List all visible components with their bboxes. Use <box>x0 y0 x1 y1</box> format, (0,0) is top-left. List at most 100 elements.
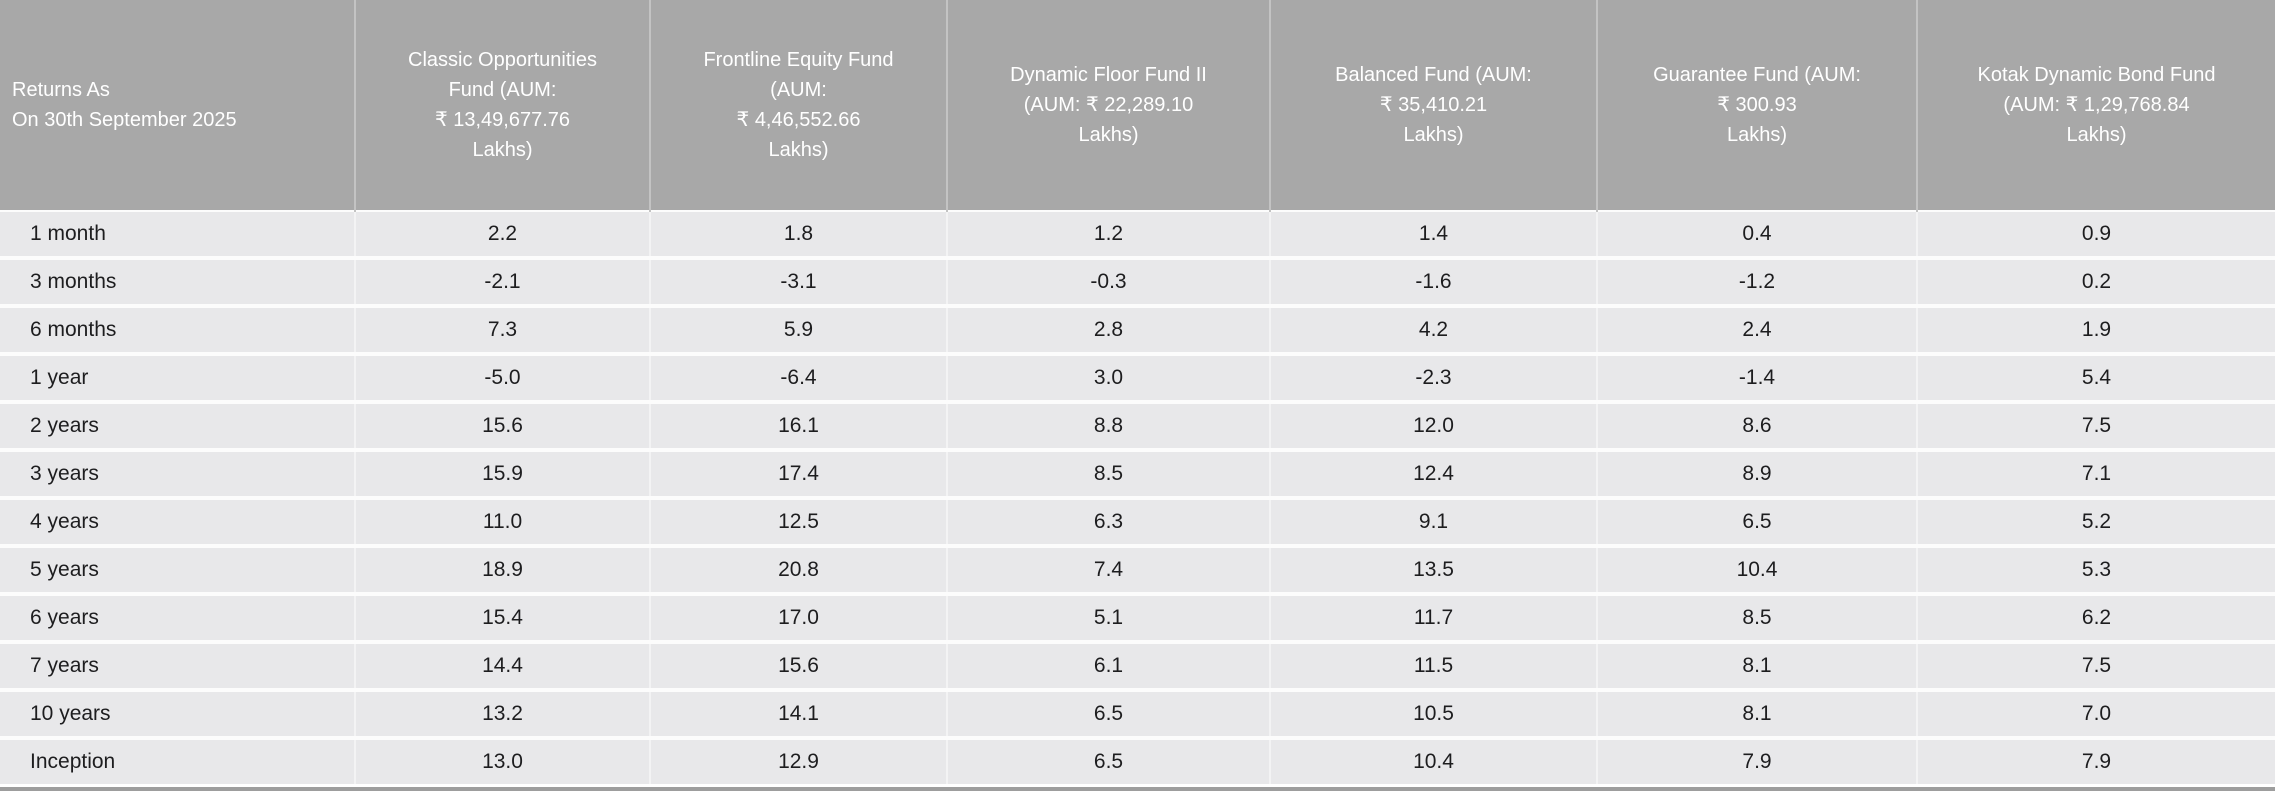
row-period-label: 6 months <box>0 304 355 354</box>
row-period-label: 7 years <box>0 640 355 690</box>
return-value-cell: 8.5 <box>1596 592 1917 642</box>
return-value-cell: 9.1 <box>1269 496 1597 546</box>
return-value-cell: 18.9 <box>354 544 650 594</box>
row-period-label: 1 month <box>0 210 355 258</box>
return-value-cell: 7.9 <box>1916 736 2275 784</box>
return-value-cell: 13.2 <box>354 688 650 738</box>
return-value-cell: 12.5 <box>649 496 947 546</box>
header-returns-as: Returns As On 30th September 2025 <box>0 0 355 211</box>
return-value-cell: 8.1 <box>1596 640 1917 690</box>
return-value-cell: 5.3 <box>1916 544 2275 594</box>
table-header-row: Returns As On 30th September 2025 Classi… <box>0 0 2275 211</box>
return-value-cell: 7.4 <box>946 544 1270 594</box>
return-value-cell: 15.6 <box>354 400 650 450</box>
table-row: 2 years 15.6 16.1 8.8 12.0 8.6 7.5 <box>0 400 2275 450</box>
row-period-label: 10 years <box>0 688 355 738</box>
return-value-cell: 10.5 <box>1269 688 1597 738</box>
table-row: 4 years 11.0 12.5 6.3 9.1 6.5 5.2 <box>0 496 2275 546</box>
row-period-label: 6 years <box>0 592 355 642</box>
return-value-cell: 7.9 <box>1596 736 1917 784</box>
table-row: 7 years 14.4 15.6 6.1 11.5 8.1 7.5 <box>0 640 2275 690</box>
header-fund-balanced: Balanced Fund (AUM: ₹ 35,410.21 Lakhs) <box>1269 0 1597 211</box>
return-value-cell: -2.3 <box>1269 352 1597 402</box>
table-body: 1 month 2.2 1.8 1.2 1.4 0.4 0.9 3 months -2.1 -3.… <box>0 210 2275 784</box>
return-value-cell: 7.5 <box>1916 400 2275 450</box>
return-value-cell: 3.0 <box>946 352 1270 402</box>
return-value-cell: 2.2 <box>354 210 650 258</box>
table-row: 6 years 15.4 17.0 5.1 11.7 8.5 6.2 <box>0 592 2275 642</box>
return-value-cell: 8.8 <box>946 400 1270 450</box>
return-value-cell: 14.4 <box>354 640 650 690</box>
header-fund-guarantee: Guarantee Fund (AUM: ₹ 300.93 Lakhs) <box>1596 0 1917 211</box>
return-value-cell: 5.4 <box>1916 352 2275 402</box>
return-value-cell: 12.9 <box>649 736 947 784</box>
table-row: Inception 13.0 12.9 6.5 10.4 7.9 7.9 <box>0 736 2275 784</box>
return-value-cell: 4.2 <box>1269 304 1597 354</box>
return-value-cell: 13.0 <box>354 736 650 784</box>
return-value-cell: 13.5 <box>1269 544 1597 594</box>
row-period-label: 1 year <box>0 352 355 402</box>
return-value-cell: 16.1 <box>649 400 947 450</box>
return-value-cell: 8.1 <box>1596 688 1917 738</box>
return-value-cell: 7.1 <box>1916 448 2275 498</box>
table-row: 5 years 18.9 20.8 7.4 13.5 10.4 5.3 <box>0 544 2275 594</box>
return-value-cell: 20.8 <box>649 544 947 594</box>
table-row: 10 years 13.2 14.1 6.5 10.5 8.1 7.0 <box>0 688 2275 738</box>
table-row: 6 months 7.3 5.9 2.8 4.2 2.4 1.9 <box>0 304 2275 354</box>
row-period-label: 3 months <box>0 256 355 306</box>
return-value-cell: 5.9 <box>649 304 947 354</box>
return-value-cell: 11.5 <box>1269 640 1597 690</box>
return-value-cell: 2.4 <box>1596 304 1917 354</box>
return-value-cell: -5.0 <box>354 352 650 402</box>
return-value-cell: 10.4 <box>1269 736 1597 784</box>
return-value-cell: 17.0 <box>649 592 947 642</box>
return-value-cell: 1.2 <box>946 210 1270 258</box>
header-fund-frontline-equity: Frontline Equity Fund (AUM: ₹ 4,46,552.6… <box>649 0 947 211</box>
table-header: Returns As On 30th September 2025 Classi… <box>0 0 2275 211</box>
return-value-cell: 6.1 <box>946 640 1270 690</box>
return-value-cell: 6.3 <box>946 496 1270 546</box>
return-value-cell: 14.1 <box>649 688 947 738</box>
return-value-cell: 15.6 <box>649 640 947 690</box>
return-value-cell: 15.4 <box>354 592 650 642</box>
return-value-cell: 7.5 <box>1916 640 2275 690</box>
return-value-cell: 0.9 <box>1916 210 2275 258</box>
return-value-cell: 8.9 <box>1596 448 1917 498</box>
return-value-cell: 10.4 <box>1596 544 1917 594</box>
return-value-cell: 0.2 <box>1916 256 2275 306</box>
table-row: 1 month 2.2 1.8 1.2 1.4 0.4 0.9 <box>0 210 2275 258</box>
return-value-cell: 7.0 <box>1916 688 2275 738</box>
return-value-cell: 17.4 <box>649 448 947 498</box>
return-value-cell: 7.3 <box>354 304 650 354</box>
table-row: 3 months -2.1 -3.1 -0.3 -1.6 -1.2 0.2 <box>0 256 2275 306</box>
return-value-cell: 15.9 <box>354 448 650 498</box>
return-value-cell: 11.7 <box>1269 592 1597 642</box>
return-value-cell: 1.4 <box>1269 210 1597 258</box>
return-value-cell: 0.4 <box>1596 210 1917 258</box>
return-value-cell: 12.4 <box>1269 448 1597 498</box>
return-value-cell: -1.4 <box>1596 352 1917 402</box>
return-value-cell: 2.8 <box>946 304 1270 354</box>
table-row: 1 year -5.0 -6.4 3.0 -2.3 -1.4 5.4 <box>0 352 2275 402</box>
table-bottom-border <box>0 787 2275 791</box>
return-value-cell: -1.2 <box>1596 256 1917 306</box>
return-value-cell: 1.8 <box>649 210 947 258</box>
return-value-cell: 1.9 <box>1916 304 2275 354</box>
header-fund-kotak-dynamic-bond: Kotak Dynamic Bond Fund (AUM: ₹ 1,29,768… <box>1916 0 2275 211</box>
return-value-cell: -0.3 <box>946 256 1270 306</box>
row-period-label: Inception <box>0 736 355 784</box>
return-value-cell: 5.1 <box>946 592 1270 642</box>
row-period-label: 4 years <box>0 496 355 546</box>
row-period-label: 2 years <box>0 400 355 450</box>
table-row: 3 years 15.9 17.4 8.5 12.4 8.9 7.1 <box>0 448 2275 498</box>
return-value-cell: 11.0 <box>354 496 650 546</box>
return-value-cell: -2.1 <box>354 256 650 306</box>
return-value-cell: 6.5 <box>946 736 1270 784</box>
return-value-cell: 12.0 <box>1269 400 1597 450</box>
return-value-cell: -1.6 <box>1269 256 1597 306</box>
return-value-cell: -6.4 <box>649 352 947 402</box>
return-value-cell: 6.5 <box>1596 496 1917 546</box>
return-value-cell: -3.1 <box>649 256 947 306</box>
